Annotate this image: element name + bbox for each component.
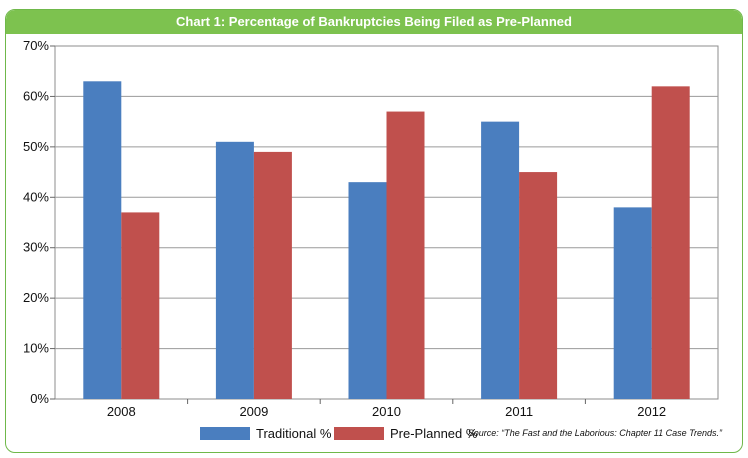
page-top-strip xyxy=(0,0,748,8)
y-tick-label: 20% xyxy=(23,290,49,305)
bar-traditional-2011 xyxy=(481,121,520,400)
bar-pre-planned-2011 xyxy=(519,172,558,399)
bar-pre-planned-2008 xyxy=(121,212,160,399)
legend-label-pre-planned: Pre-Planned % xyxy=(390,426,478,441)
y-tick-label: 50% xyxy=(23,139,49,154)
x-tick-label: 2011 xyxy=(505,404,533,419)
legend-label-traditional: Traditional % xyxy=(256,426,332,441)
bar-pre-planned-2012 xyxy=(651,86,690,399)
bar-traditional-2012 xyxy=(613,207,652,399)
y-tick-label: 40% xyxy=(23,189,49,204)
chart-title: Chart 1: Percentage of Bankruptcies Bein… xyxy=(176,14,572,29)
y-tick-label: 70% xyxy=(23,38,49,53)
chart-title-banner xyxy=(6,10,742,34)
bar-traditional-2009 xyxy=(215,141,254,400)
bar-traditional-2010 xyxy=(348,182,387,399)
y-tick-label: 60% xyxy=(23,88,49,103)
y-tick-label: 30% xyxy=(23,240,49,255)
bar-pre-planned-2009 xyxy=(253,151,292,399)
x-tick-label: 2008 xyxy=(107,404,136,419)
source-note: Source: “The Fast and the Laborious: Cha… xyxy=(468,428,723,438)
bar-pre-planned-2010 xyxy=(386,111,425,400)
legend-swatch-traditional xyxy=(200,427,250,440)
x-tick-label: 2012 xyxy=(637,404,666,419)
x-tick-label: 2010 xyxy=(372,404,401,419)
x-tick-label: 2009 xyxy=(239,404,268,419)
y-tick-label: 0% xyxy=(30,391,49,406)
bar-traditional-2008 xyxy=(83,81,122,400)
y-tick-label: 10% xyxy=(23,341,49,356)
legend-swatch-pre-planned xyxy=(334,427,384,440)
